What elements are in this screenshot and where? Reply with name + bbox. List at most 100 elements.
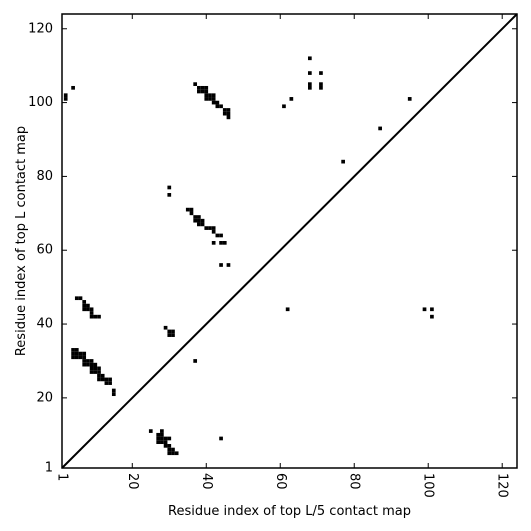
contact-point [74, 348, 79, 352]
contact-point [319, 71, 323, 75]
contact-point [341, 159, 345, 164]
contact-point [407, 97, 412, 101]
contact-point [197, 85, 201, 90]
contact-point [226, 263, 231, 267]
contact-point [222, 108, 227, 112]
y-tick-label: 40 [36, 317, 53, 332]
contact-point [167, 451, 172, 456]
contact-point [97, 377, 101, 382]
contact-point [208, 97, 212, 101]
contact-point [222, 111, 227, 116]
contact-point [215, 100, 220, 105]
contact-point [78, 296, 83, 301]
contact-point [163, 440, 168, 445]
contact-point [89, 366, 94, 371]
contact-point [163, 444, 168, 448]
contact-point [82, 303, 87, 308]
contact-point [197, 215, 201, 219]
contact-point [93, 362, 98, 367]
contact-point [219, 263, 223, 267]
y-tick-label: 100 [28, 95, 53, 110]
contact-point [74, 355, 79, 360]
contact-point [167, 329, 172, 334]
contact-point [226, 115, 231, 120]
contact-point [89, 362, 94, 367]
contact-point [71, 348, 75, 352]
contact-point [197, 218, 201, 223]
contact-point [174, 451, 179, 456]
contact-point [93, 370, 98, 374]
contact-point [63, 93, 68, 98]
y-tick-label: 1 [45, 461, 53, 476]
contact-point [93, 314, 98, 319]
contact-point [378, 126, 382, 131]
contact-point [208, 226, 212, 230]
contact-point [167, 185, 172, 190]
contact-point [104, 381, 109, 385]
contact-point [156, 432, 161, 437]
x-tick-label: 40 [199, 473, 214, 490]
contact-point [193, 215, 198, 219]
contact-point [211, 100, 216, 105]
contact-point [160, 429, 164, 433]
contact-point [197, 89, 201, 94]
contact-point [89, 314, 94, 319]
contact-point [111, 388, 116, 393]
contact-point [226, 111, 231, 116]
contact-point [97, 366, 101, 371]
x-tick-label: 60 [273, 473, 288, 490]
contact-point [108, 381, 112, 385]
contact-point [219, 241, 223, 245]
contact-point [89, 370, 94, 374]
contact-point [204, 93, 209, 98]
contact-point [215, 233, 220, 238]
contact-point [200, 218, 205, 223]
contact-point [200, 89, 205, 94]
x-tick-label: 80 [347, 473, 362, 490]
contact-point [156, 440, 161, 445]
x-tick-label: 120 [495, 473, 510, 498]
contact-point [93, 366, 98, 371]
contact-point [204, 85, 209, 90]
contact-point [226, 108, 231, 112]
contact-point [189, 207, 194, 212]
contact-point [78, 351, 83, 356]
contact-point [219, 233, 223, 238]
contact-point [71, 85, 75, 90]
contact-point [86, 303, 90, 308]
contact-point [97, 370, 101, 374]
contact-point [97, 314, 101, 319]
contact-point [82, 359, 87, 363]
contact-point [211, 241, 216, 245]
contact-point [430, 314, 434, 319]
contact-point [197, 222, 201, 227]
contact-point [89, 311, 94, 315]
contact-point [163, 436, 168, 441]
contact-point [282, 104, 286, 109]
contact-point [167, 447, 172, 452]
contact-point [100, 373, 105, 378]
contact-point [167, 444, 172, 448]
contact-point [319, 85, 323, 90]
contact-point [86, 307, 90, 312]
contact-point [171, 451, 175, 456]
y-tick-label: 80 [36, 169, 53, 184]
x-axis-label: Residue index of top L/5 contact map [168, 504, 411, 519]
x-tick-label: 20 [125, 473, 140, 490]
contact-point [193, 218, 198, 223]
contact-points-layer [63, 56, 434, 456]
contact-point [219, 436, 223, 441]
contact-point [215, 104, 220, 109]
contact-point [104, 377, 109, 382]
y-tick-label: 120 [28, 21, 53, 36]
contact-point [208, 93, 212, 98]
contact-point [185, 207, 190, 212]
contact-point [89, 307, 94, 312]
contact-point [97, 373, 101, 378]
contact-point [219, 104, 223, 109]
contact-point [167, 193, 172, 197]
contact-point [204, 89, 209, 94]
contact-point [211, 97, 216, 101]
